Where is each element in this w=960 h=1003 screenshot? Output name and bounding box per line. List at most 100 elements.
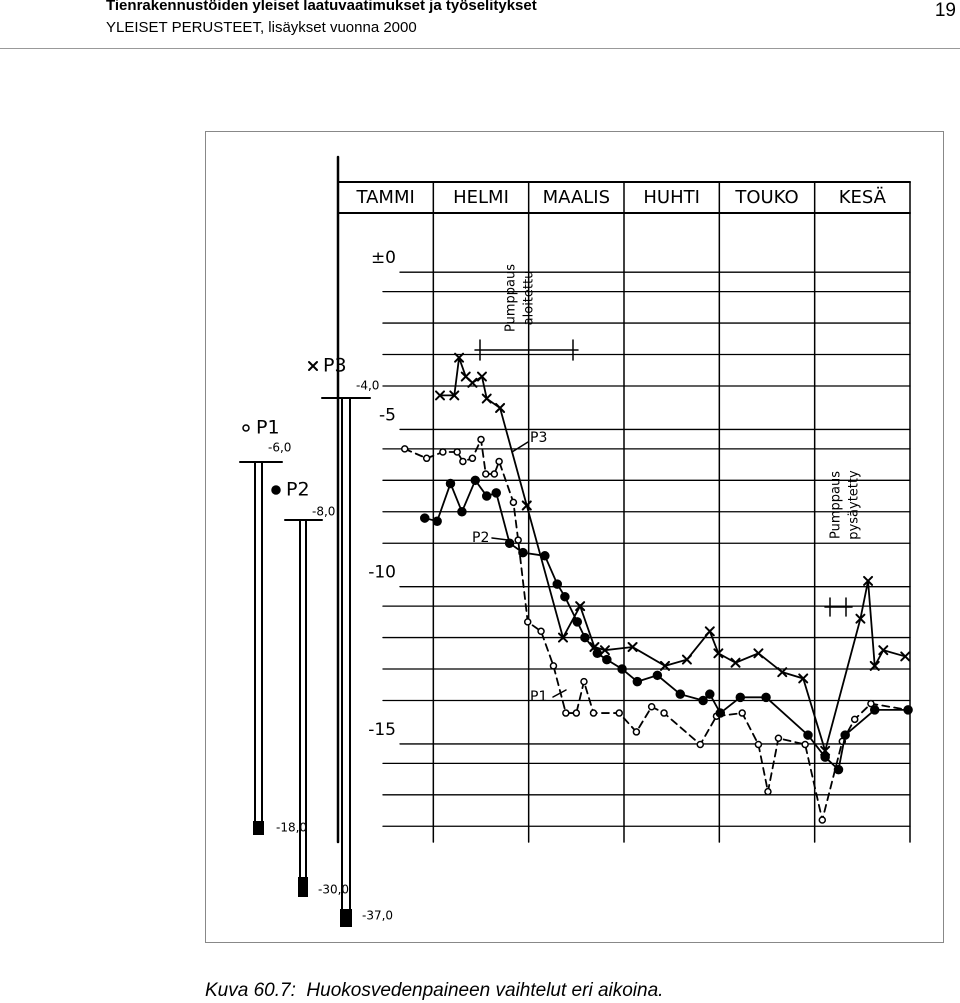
- marker: [818, 816, 827, 824]
- series-label: P1: [530, 689, 547, 705]
- annotation: pysäytetty: [847, 470, 862, 540]
- marker: [439, 448, 447, 456]
- marker: [632, 728, 641, 736]
- marker: [490, 470, 499, 478]
- y-tick-label: ±0: [371, 248, 396, 268]
- marker: [491, 488, 502, 498]
- annotation: Pumppaus: [829, 471, 844, 539]
- marker: [459, 457, 467, 466]
- piezometers: [239, 397, 371, 927]
- marker: [777, 667, 788, 678]
- marker: [798, 673, 809, 684]
- marker: [833, 764, 844, 775]
- marker: [537, 627, 545, 636]
- marker: [432, 516, 442, 526]
- marker: [589, 709, 598, 717]
- marker: [477, 435, 485, 444]
- marker: [713, 648, 724, 659]
- marker: [705, 689, 715, 699]
- marker: [704, 626, 715, 637]
- caption-text: Huokosvedenpaineen vaihtelut eri aikoina…: [306, 980, 664, 1001]
- marker: [617, 664, 627, 674]
- marker: [420, 513, 430, 523]
- doc-title: Tienrakennustöiden yleiset laatuvaatimuk…: [106, 0, 537, 14]
- marker: [467, 377, 478, 388]
- marker: [863, 575, 874, 586]
- marker: [557, 632, 568, 643]
- marker: [660, 709, 668, 717]
- legend-marker: [242, 424, 250, 432]
- marker: [900, 651, 911, 662]
- marker: [647, 703, 656, 711]
- marker: [504, 538, 515, 548]
- legend-marker: [308, 361, 318, 371]
- doc-subtitle: YLEISET PERUSTEET, lisäykset vuonna 2000: [106, 19, 417, 36]
- marker: [840, 730, 850, 740]
- marker: [652, 670, 663, 681]
- marker: [521, 500, 532, 511]
- marker: [738, 709, 746, 717]
- month-label: MAALIS: [543, 187, 610, 208]
- marker: [435, 390, 446, 401]
- legend-label: P1: [256, 417, 280, 439]
- marker: [560, 591, 570, 602]
- month-label: TAMMI: [356, 187, 415, 208]
- marker: [580, 677, 588, 686]
- marker: [400, 445, 409, 453]
- marker: [552, 579, 563, 589]
- marker: [470, 475, 481, 486]
- month-label: KESÄ: [839, 187, 887, 208]
- marker: [659, 660, 670, 671]
- marker: [803, 730, 813, 740]
- marker: [468, 454, 477, 463]
- marker: [454, 352, 465, 363]
- header-rule: [0, 48, 960, 49]
- marker: [855, 613, 866, 624]
- marker: [481, 491, 492, 501]
- marker: [572, 709, 581, 717]
- marker: [495, 457, 503, 466]
- marker: [575, 601, 586, 612]
- marker: [422, 454, 431, 463]
- marker: [735, 692, 746, 703]
- marker: [675, 689, 685, 699]
- piezometer-top: -8,0: [312, 505, 335, 519]
- legend-label: P3: [323, 355, 347, 377]
- marker: [698, 695, 708, 706]
- marker: [514, 536, 522, 544]
- marker: [482, 470, 490, 478]
- marker: [615, 709, 623, 717]
- legend-label: P2: [286, 479, 310, 501]
- marker: [580, 632, 590, 643]
- marker: [754, 740, 763, 749]
- pump-markers: [474, 339, 853, 698]
- caption-label: Kuva 60.7:: [205, 980, 296, 1001]
- marker: [696, 740, 705, 749]
- marker: [602, 654, 612, 665]
- marker: [562, 709, 570, 717]
- legend-marker: [271, 485, 281, 495]
- y-tick-label: -5: [379, 405, 396, 425]
- marker: [518, 547, 528, 558]
- piezometer-top: -4,0: [356, 379, 379, 393]
- marker: [523, 618, 532, 626]
- y-tick-label: -15: [368, 720, 396, 740]
- marker: [476, 371, 487, 382]
- figure-frame: [205, 131, 944, 943]
- marker: [453, 448, 461, 456]
- piezometer-top: -6,0: [268, 441, 291, 455]
- marker: [820, 745, 831, 756]
- marker: [549, 662, 558, 670]
- marker: [801, 740, 809, 749]
- month-label: HELMI: [453, 187, 509, 208]
- caption: Kuva 60.7: Huokosvedenpaineen vaihtelut …: [205, 980, 663, 1002]
- y-tick-label: -10: [368, 563, 396, 583]
- marker: [495, 402, 506, 413]
- marker: [681, 654, 692, 665]
- series-label: P3: [530, 430, 547, 446]
- marker: [761, 692, 771, 703]
- marker: [903, 705, 913, 715]
- marker: [878, 645, 889, 656]
